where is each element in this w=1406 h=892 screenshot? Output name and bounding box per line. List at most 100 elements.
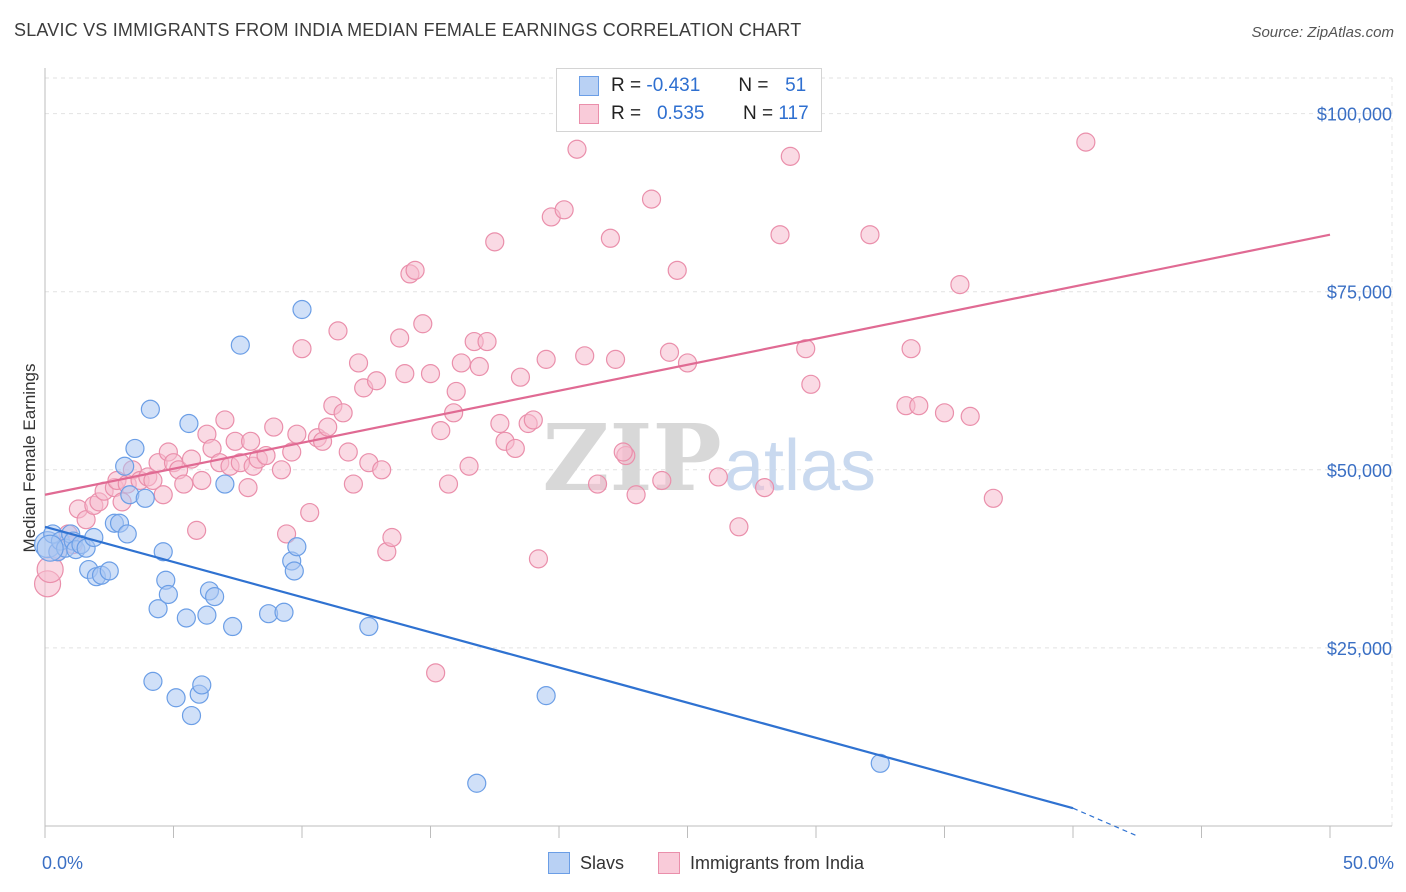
india-point-105 <box>860 225 880 245</box>
india-point-68 <box>438 474 459 494</box>
source-label: Source: ZipAtlas.com <box>1251 24 1394 41</box>
bottom-india-swatch <box>658 852 680 874</box>
india-point-95 <box>659 342 680 362</box>
legend-row-india: R = 0.535 N = 117 <box>579 101 809 127</box>
india-point-49 <box>328 321 348 341</box>
slavs-point-24 <box>148 599 168 619</box>
slavs-point-33 <box>192 675 212 695</box>
india-r-label: R = <box>611 103 642 124</box>
india-point-59 <box>382 527 402 548</box>
india-point-98 <box>708 467 728 487</box>
india-point-78 <box>505 438 525 459</box>
bottom-slavs-label: Slavs <box>580 852 625 873</box>
india-point-73 <box>469 356 489 377</box>
series-india-points <box>33 132 1096 683</box>
india-point-96 <box>667 260 687 280</box>
india-point-40 <box>276 524 297 544</box>
india-point-109 <box>934 403 955 423</box>
slavs-point-38 <box>223 616 243 637</box>
india-point-30 <box>215 410 235 430</box>
slavs-point-22 <box>140 399 160 419</box>
slavs-point-20 <box>125 438 145 459</box>
slavs-trend-line <box>44 525 1074 810</box>
india-point-99 <box>729 517 749 537</box>
india-point-74 <box>477 331 497 352</box>
india-point-42 <box>287 424 307 444</box>
slavs-r-label: R = <box>611 75 642 96</box>
india-point-76 <box>490 413 510 434</box>
slavs-point-41 <box>274 602 294 622</box>
india-point-110 <box>950 274 970 295</box>
india-point-89 <box>600 228 621 248</box>
slavs-point-37 <box>215 474 235 494</box>
india-point-34 <box>238 478 258 498</box>
slavs-point-18 <box>115 456 135 476</box>
india-point-17 <box>143 470 163 491</box>
slavs-point-44 <box>287 537 307 557</box>
india-point-53 <box>348 353 369 373</box>
india-point-93 <box>641 189 662 209</box>
axes <box>44 68 1392 838</box>
slavs-n-value: 51 <box>785 75 807 96</box>
india-point-71 <box>459 456 479 476</box>
india-point-52 <box>343 474 363 494</box>
india-point-92 <box>626 485 646 505</box>
india-point-114 <box>613 442 633 462</box>
y-tick-label-2: $75,000 <box>1327 283 1392 303</box>
india-point-79 <box>510 367 531 387</box>
india-point-85 <box>554 200 574 220</box>
india-point-43 <box>292 339 312 359</box>
india-point-39 <box>271 460 292 480</box>
slavs-point-23 <box>143 671 163 691</box>
watermark: ZIP atlas <box>542 404 876 512</box>
trend-lines <box>44 233 1331 837</box>
chart-title: SLAVIC VS IMMIGRANTS FROM INDIA MEDIAN F… <box>14 20 802 40</box>
india-point-26 <box>192 470 212 491</box>
india-point-112 <box>983 488 1003 508</box>
india-point-57 <box>372 460 392 480</box>
india-point-23 <box>174 474 194 494</box>
slavs-point-45 <box>292 299 312 320</box>
india-point-64 <box>413 314 433 334</box>
x-tick-label-1: 50.0% <box>1343 853 1394 873</box>
india-point-63 <box>405 260 425 280</box>
india-point-47 <box>318 417 338 437</box>
india-point-19 <box>153 485 173 505</box>
series-slavs-points <box>33 299 890 793</box>
y-tick-label-3: $100,000 <box>1317 105 1392 125</box>
tick-labels: $25,000 $50,000 $75,000 $100,000 0.0% 50.0% <box>42 105 1394 873</box>
india-point-104 <box>801 374 821 394</box>
slavs-point-47 <box>467 773 487 793</box>
slavs-point-31 <box>181 705 202 726</box>
india-n-value: 117 <box>778 103 809 124</box>
stats-legend: R = -0.431 N = 51 R = 0.535 N = 117 <box>556 68 822 132</box>
india-point-87 <box>575 346 595 366</box>
slavs-swatch <box>579 76 599 96</box>
slavs-point-25 <box>153 542 173 562</box>
india-point-75 <box>485 232 505 252</box>
bottom-india-label: Immigrants from India <box>690 852 865 873</box>
legend-row-slavs: R = -0.431 N = 51 <box>579 73 806 99</box>
india-point-51 <box>338 442 358 462</box>
bottom-legend-slavs: Slavs <box>548 852 624 874</box>
india-point-83 <box>536 349 556 369</box>
slavs-point-29 <box>176 608 196 628</box>
india-point-25 <box>187 520 207 540</box>
india-n-label: N = <box>742 103 774 124</box>
slavs-point-39 <box>230 335 250 355</box>
slavs-point-36 <box>205 587 225 607</box>
india-point-94 <box>652 470 672 491</box>
slavs-point-34 <box>197 605 217 625</box>
slavs-r-value: -0.431 <box>646 75 701 96</box>
india-point-67 <box>431 421 451 441</box>
slavs-point-27 <box>158 584 178 605</box>
india-point-101 <box>770 225 790 245</box>
india-point-102 <box>780 146 800 166</box>
india-point-81 <box>523 410 543 430</box>
slavs-point-21 <box>135 488 155 508</box>
india-point-100 <box>754 478 775 498</box>
india-point-116 <box>241 431 261 451</box>
india-point-60 <box>390 328 410 348</box>
india-point-66 <box>426 663 446 683</box>
